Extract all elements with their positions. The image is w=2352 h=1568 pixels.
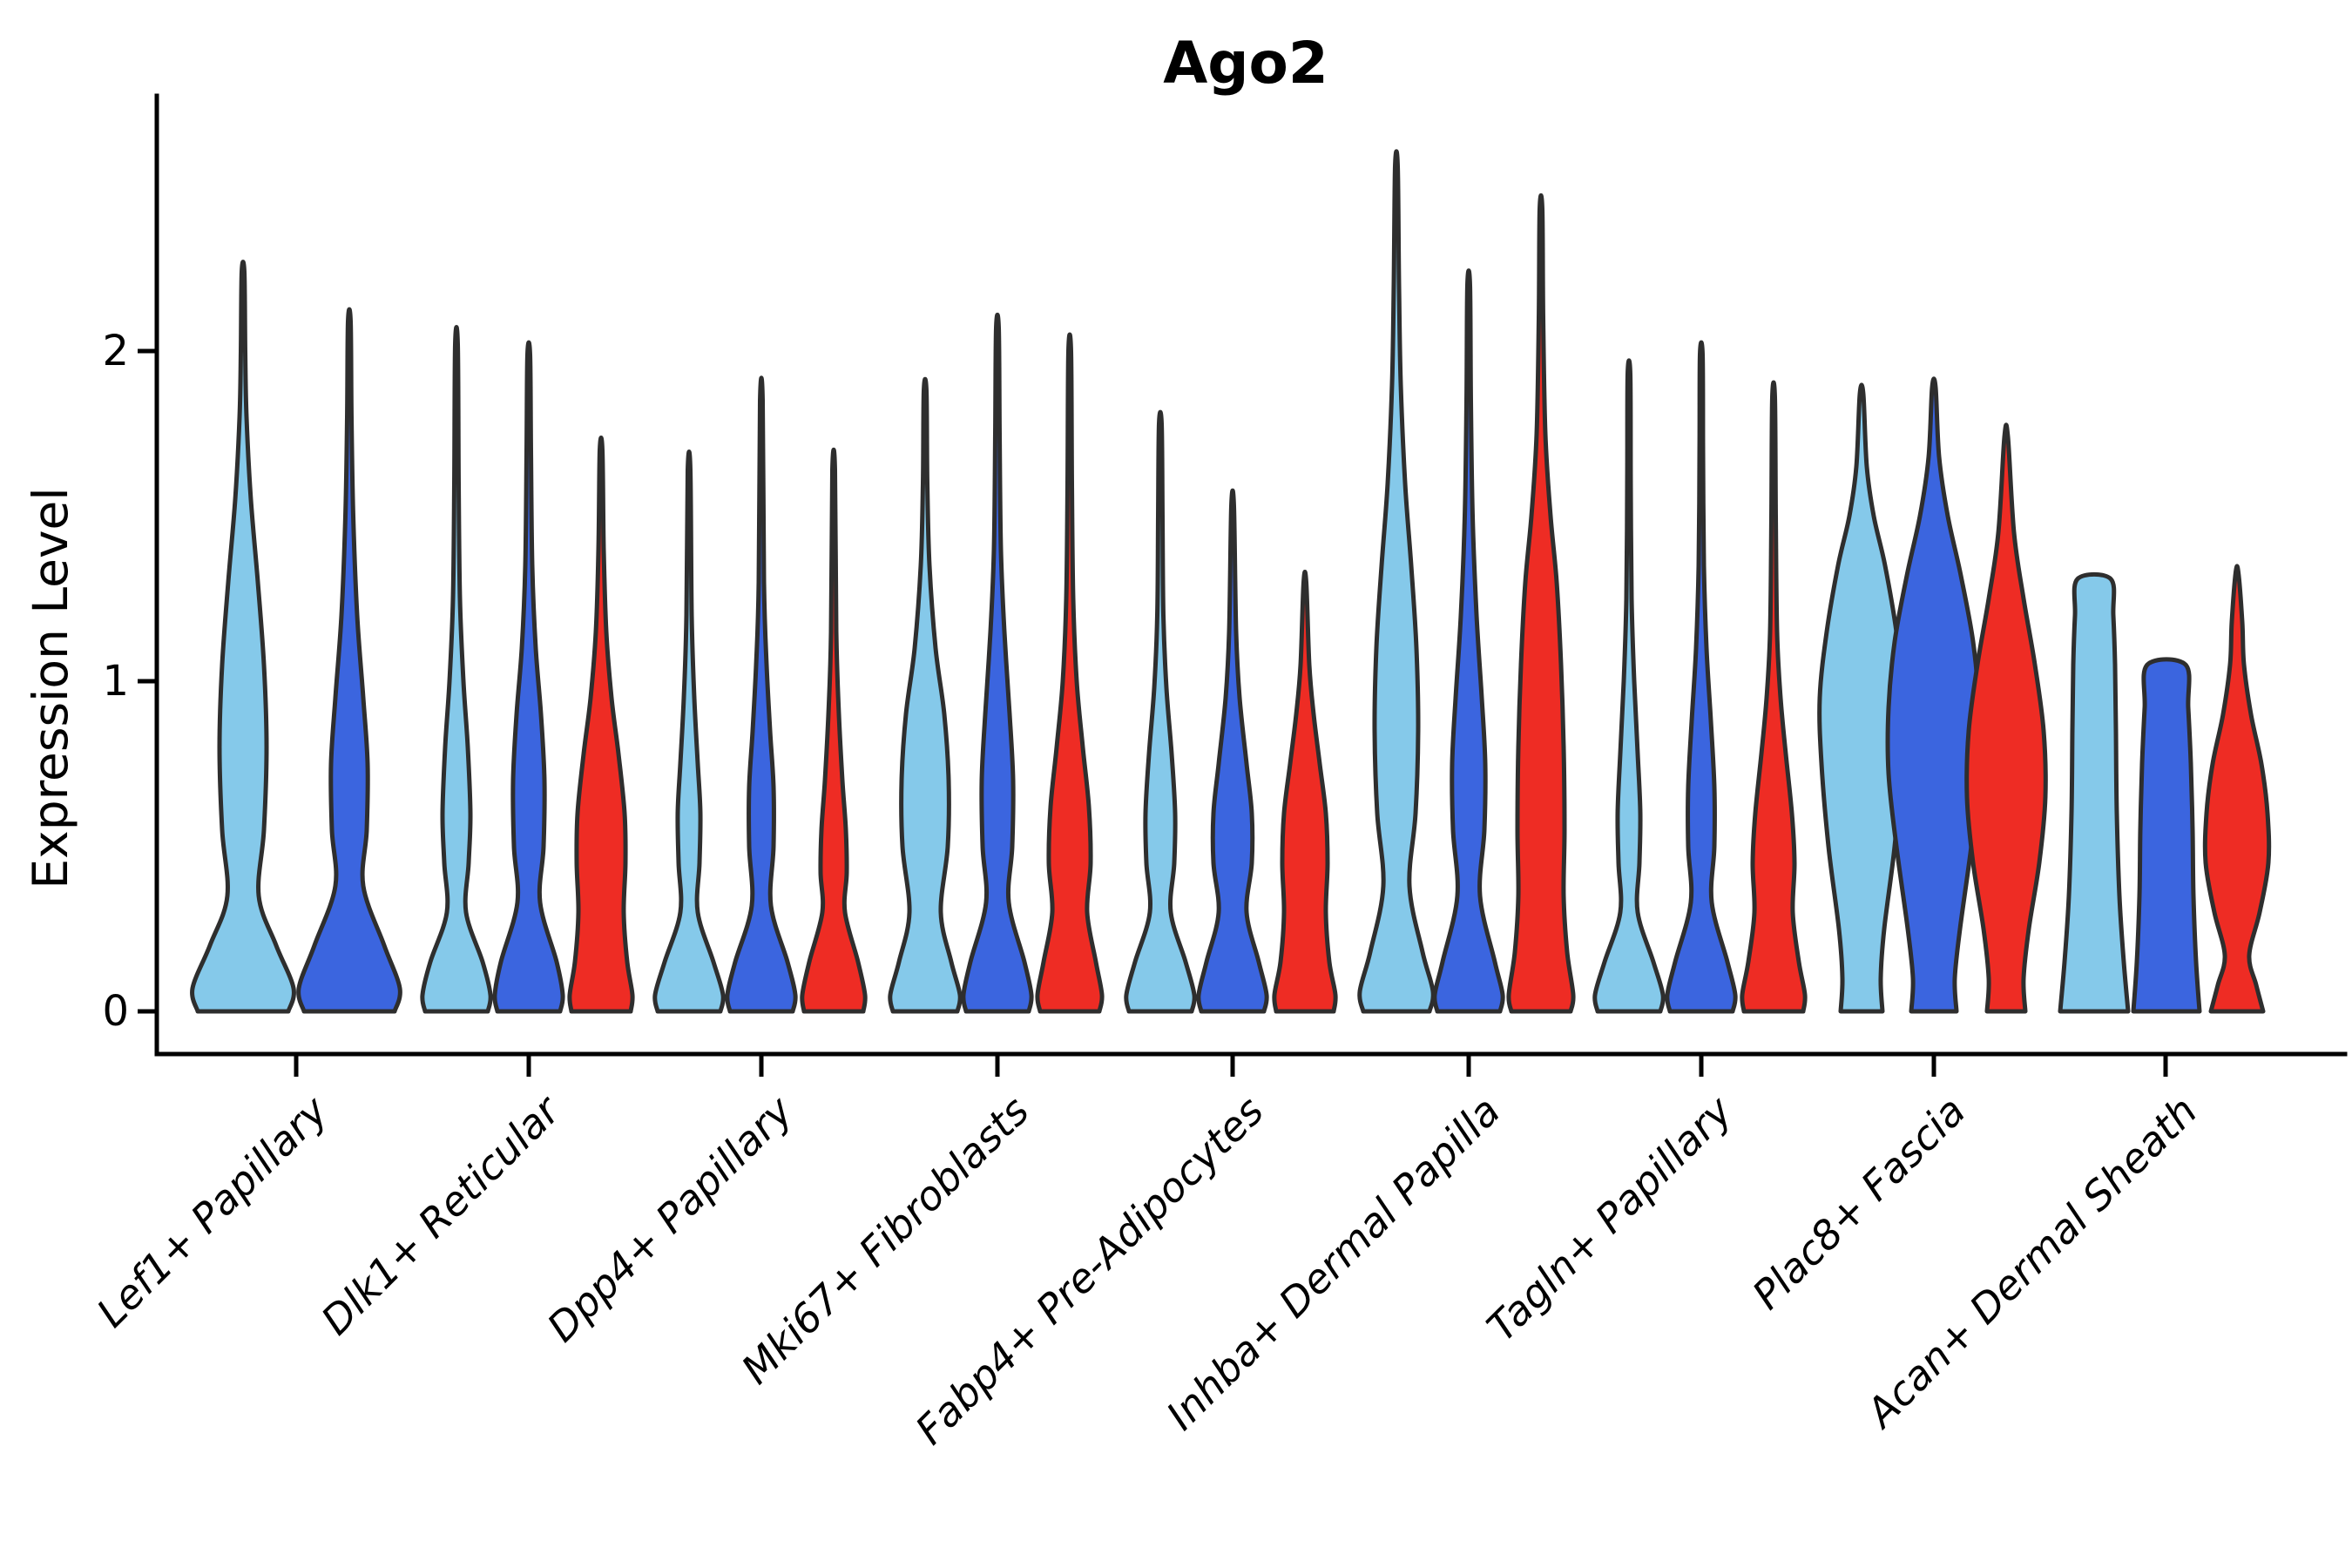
violin-dpp4-papillary-light-blue (652, 449, 726, 1014)
violin-tagln-papillary-red (1740, 380, 1808, 1014)
y-tick-label-text: 1 (102, 657, 129, 706)
chart-title: Ago2 (1163, 30, 1328, 97)
violin-mki67-fibroblasts-red (1035, 332, 1105, 1014)
violin-inhba-dermal-papilla-red (1506, 193, 1576, 1014)
violin-lef1-papillary-light-blue (190, 260, 296, 1014)
y-tick-label-text: 2 (102, 327, 129, 375)
violin-inhba-dermal-papilla-dark-blue (1432, 268, 1505, 1014)
violin-acan-dermal-sheath-red (2202, 564, 2272, 1014)
y-axis-label: Expression Level (23, 487, 78, 889)
violin-dlk1-reticular-light-blue (420, 325, 493, 1014)
violin-lef1-papillary-dark-blue (296, 307, 402, 1014)
violin-tagln-papillary-light-blue (1592, 358, 1666, 1014)
violin-dlk1-reticular-red (567, 436, 635, 1014)
violin-mki67-fibroblasts-dark-blue (961, 312, 1034, 1014)
violin-plac8-fascia-red (1964, 422, 2048, 1014)
violin-fabp4-pre-adipocytes-red (1272, 569, 1338, 1014)
violin-fabp4-pre-adipocytes-light-blue (1124, 409, 1197, 1014)
y-tick-label-text: 0 (102, 987, 129, 1036)
violin-plac8-fascia-dark-blue (1885, 376, 1983, 1014)
violin-inhba-dermal-papilla-light-blue (1357, 149, 1436, 1014)
violin-fabp4-pre-adipocytes-dark-blue (1196, 488, 1269, 1014)
violin-dpp4-papillary-dark-blue (725, 375, 798, 1014)
violin-mki67-fibroblasts-light-blue (888, 376, 963, 1014)
violin-acan-dermal-sheath-light-blue (2058, 571, 2131, 1014)
violin-dpp4-papillary-red (800, 447, 868, 1014)
violin-dlk1-reticular-dark-blue (492, 340, 565, 1014)
violin-acan-dermal-sheath-dark-blue (2131, 657, 2202, 1014)
violin-tagln-papillary-dark-blue (1665, 340, 1738, 1014)
